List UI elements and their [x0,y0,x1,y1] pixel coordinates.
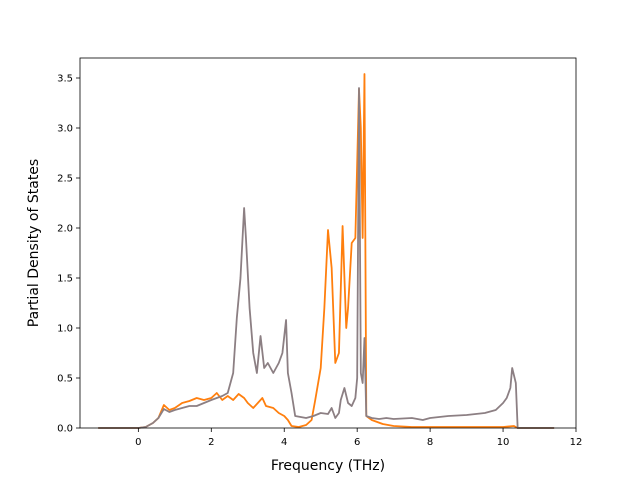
y-tick-label: 2.5 [57,174,73,185]
x-tick-label: 10 [497,437,510,448]
y-tick-label: 3.5 [57,74,73,85]
x-tick-label: 12 [570,437,583,448]
x-tick-label: 0 [135,437,141,448]
x-axis-ticks: 0 2 4 6 8 10 12 [135,428,582,448]
y-axis-ticks: 0.0 0.5 1.0 1.5 2.0 2.5 3.0 3.5 [57,74,80,435]
y-tick-label: 1.5 [57,274,73,285]
y-tick-label: 2.0 [57,224,73,235]
x-tick-label: 4 [281,437,287,448]
y-tick-label: 0.0 [57,424,73,435]
y-axis-label: Partial Density of States [26,159,42,327]
x-tick-label: 2 [208,437,214,448]
x-tick-label: 6 [354,437,360,448]
axes-frame [79,57,577,429]
series-layer [98,73,555,429]
y-tick-label: 1.0 [57,324,73,335]
y-tick-label: 3.0 [57,124,73,135]
x-tick-label: 8 [427,437,433,448]
y-tick-label: 0.5 [57,374,73,385]
series-line-2 [98,87,555,429]
plot-area [79,57,577,429]
x-axis-label: Frequency (THz) [271,458,385,474]
